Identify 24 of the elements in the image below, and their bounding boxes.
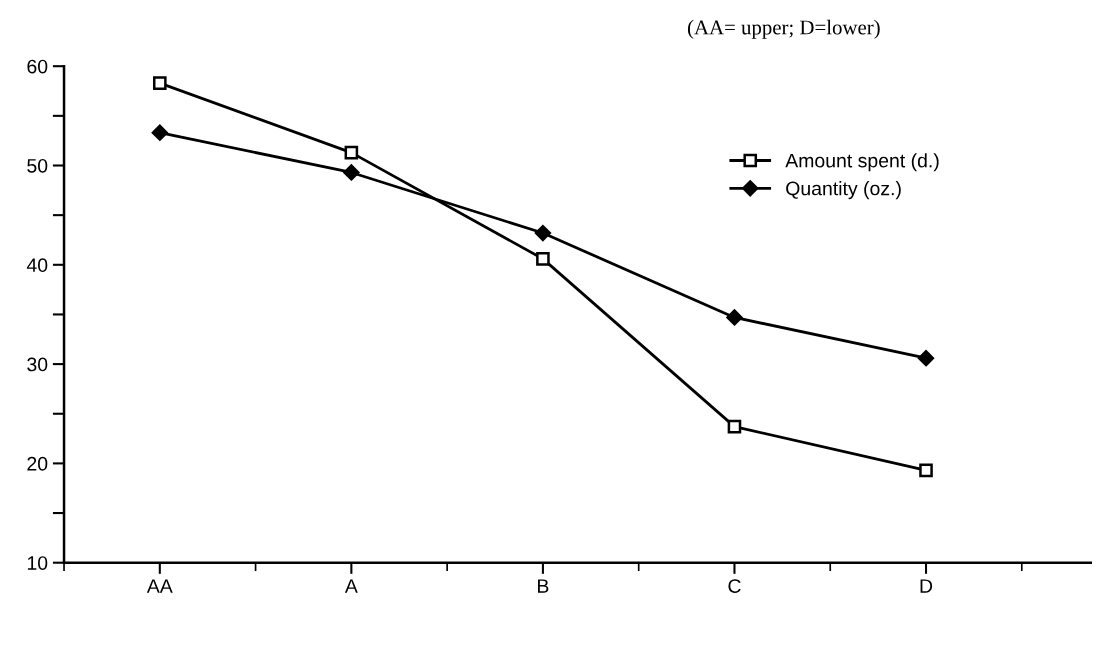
x-tick-label: A [344,579,358,593]
y-tick-label: 50 [27,158,48,173]
point [536,252,550,266]
y-tick-label: 20 [27,456,48,471]
text: (AA= upper; D=lower) [687,19,880,39]
y-tick-label: 60 [27,59,48,74]
point [343,164,360,181]
point [344,145,359,160]
point [726,309,743,326]
y-tick-label: 40 [26,258,48,273]
point [151,124,168,141]
point [919,463,933,478]
point [727,419,742,434]
point [917,350,935,367]
point [153,76,167,90]
x-tick-label: B [538,579,549,593]
y-tick-label: 30 [27,357,48,372]
legend-label: Quantity (oz.) [786,181,901,200]
legend-label: Amount spent (d.) [785,153,939,172]
x-tick-label: AA [146,579,173,593]
y-tick-label: 10 [27,556,48,570]
point [534,224,552,242]
x-tick-label: D [920,579,933,593]
x-tick-label: C [728,579,741,593]
